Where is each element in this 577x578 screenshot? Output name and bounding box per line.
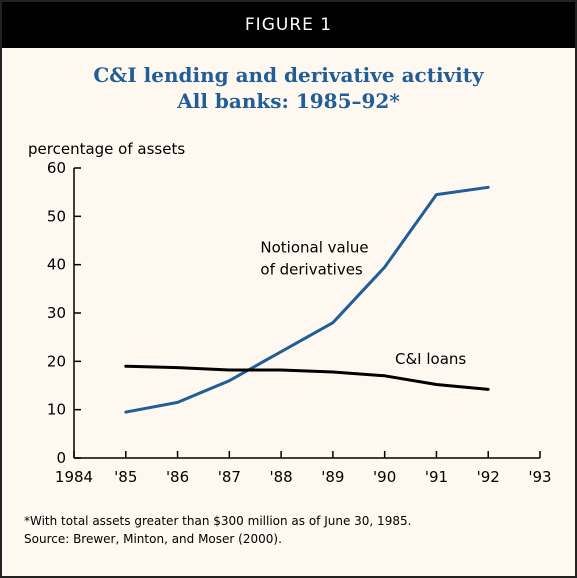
x-tick-label: 1984 <box>55 468 93 486</box>
series-label: Notional value <box>260 239 368 257</box>
x-tick-label: '92 <box>477 468 500 486</box>
series-line-0 <box>124 185 490 414</box>
chart-title: C&I lending and derivative activity All … <box>2 62 575 114</box>
x-tick-label: '91 <box>425 468 448 486</box>
series-label: of derivatives <box>260 261 363 279</box>
footnote-note: *With total assets greater than $300 mil… <box>24 514 412 528</box>
figure-banner: FIGURE 1 <box>2 2 575 48</box>
y-tick-label: 40 <box>47 256 66 274</box>
line-chart: percentage of assets 0 10 20 30 40 50 60 1984 '8… <box>28 140 552 486</box>
y-tick-label: 10 <box>47 401 66 419</box>
y-axis-label: percentage of assets <box>28 140 185 158</box>
x-tick-label: '87 <box>218 468 241 486</box>
chart-series-labels: Notional value of derivatives C&I loans <box>260 239 466 368</box>
x-tick-label: '93 <box>528 468 551 486</box>
x-tick-label: '90 <box>373 468 396 486</box>
x-tick-label: '88 <box>270 468 293 486</box>
y-tick-label: 60 <box>47 159 66 177</box>
footnote: *With total assets greater than $300 mil… <box>24 512 564 548</box>
y-tick-label: 20 <box>47 352 66 370</box>
x-tick-label: '89 <box>321 468 344 486</box>
x-tick-label: '85 <box>114 468 137 486</box>
y-tick-label: 50 <box>47 207 66 225</box>
chart-title-line-2: All banks: 1985–92* <box>177 89 400 113</box>
chart-title-line-1: C&I lending and derivative activity <box>93 63 484 87</box>
figure-label: FIGURE 1 <box>244 15 333 35</box>
y-tick-label: 0 <box>56 449 66 467</box>
footnote-source: Source: Brewer, Minton, and Moser (2000)… <box>24 532 282 546</box>
series-label: C&I loans <box>395 350 466 368</box>
chart-series <box>124 185 490 414</box>
chart-axes: 0 10 20 30 40 50 60 1984 '85 '86 '87 '88 '89 '90 '91 '9… <box>47 159 552 486</box>
series-line-1 <box>124 364 490 391</box>
y-tick-label: 30 <box>47 304 66 322</box>
x-tick-label: '86 <box>166 468 189 486</box>
